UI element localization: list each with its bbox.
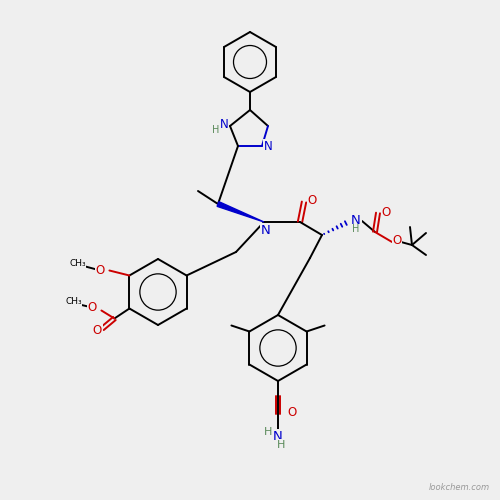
Text: H: H: [277, 440, 285, 450]
Text: N: N: [261, 224, 271, 236]
Text: O: O: [87, 301, 97, 314]
Text: O: O: [382, 206, 390, 218]
Text: O: O: [95, 264, 104, 277]
Text: O: O: [288, 406, 296, 420]
Text: CH₃: CH₃: [65, 297, 82, 306]
Text: O: O: [93, 324, 102, 337]
Text: N: N: [273, 430, 283, 442]
Text: CH₃: CH₃: [69, 259, 86, 268]
Polygon shape: [217, 202, 264, 222]
Text: N: N: [264, 140, 272, 152]
Text: H: H: [352, 224, 360, 234]
Text: N: N: [220, 118, 228, 132]
Text: N: N: [351, 214, 361, 226]
Text: H: H: [212, 125, 220, 135]
Text: O: O: [308, 194, 316, 206]
Text: lookchem.com: lookchem.com: [429, 483, 490, 492]
Text: O: O: [392, 234, 402, 248]
Text: H: H: [264, 427, 272, 437]
